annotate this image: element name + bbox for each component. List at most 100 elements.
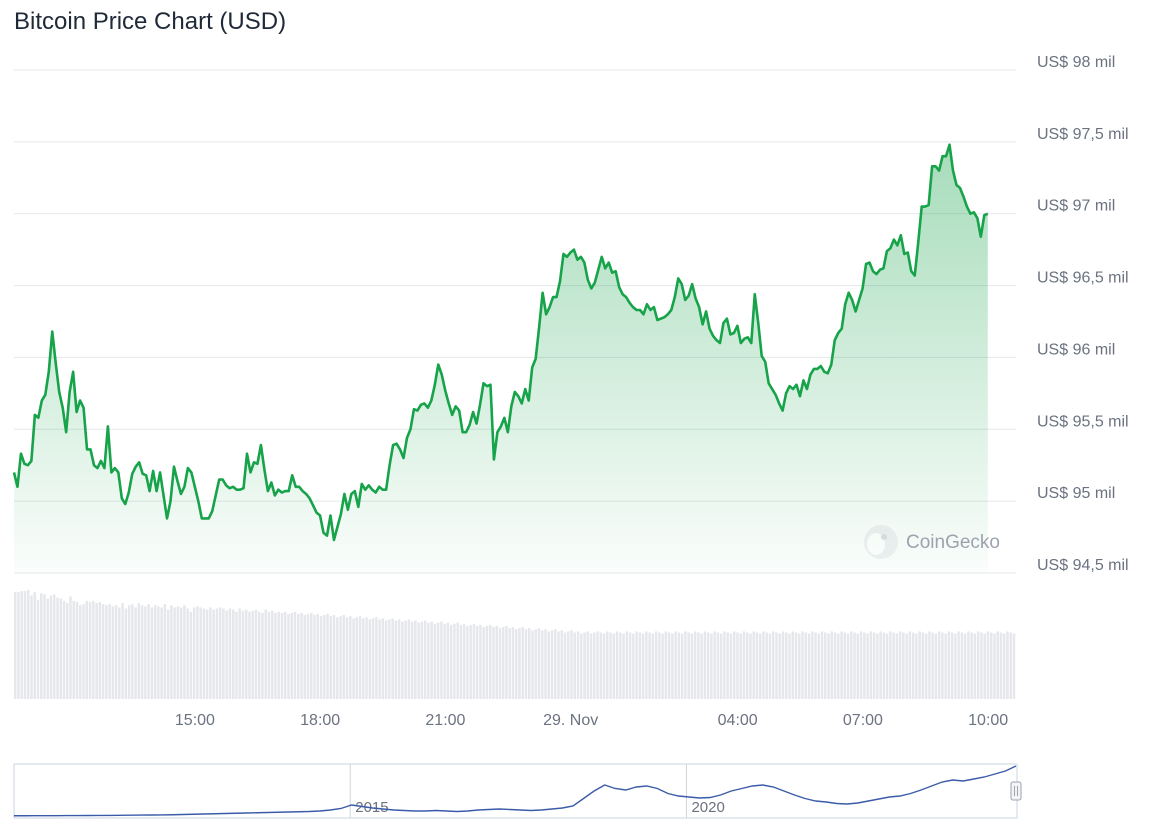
volume-bar — [222, 608, 225, 699]
volume-bar — [85, 600, 89, 699]
navigator-tick-label: 2020 — [691, 799, 724, 816]
navigator-handle[interactable] — [1010, 781, 1022, 801]
volume-bar — [775, 632, 778, 699]
volume-bar — [690, 633, 694, 699]
volume-bar — [163, 604, 167, 699]
volume-bar — [960, 632, 964, 699]
volume-bar — [957, 631, 960, 699]
volume-bar — [475, 625, 479, 699]
volume-bar — [742, 631, 746, 699]
volume-bar — [505, 625, 508, 699]
volume-bar — [62, 600, 66, 699]
volume-bar — [17, 592, 20, 699]
volume-bar — [713, 631, 716, 699]
volume-bar — [137, 603, 141, 699]
volume-bar — [56, 597, 59, 699]
volume-bar — [183, 605, 186, 699]
volume-bar — [528, 628, 531, 699]
volume-bar — [941, 632, 944, 699]
volume-bar — [576, 631, 580, 699]
volume-bar — [739, 633, 742, 699]
x-tick-label: 10:00 — [968, 712, 1008, 729]
volume-bar — [443, 623, 446, 699]
volume-bar — [928, 631, 931, 699]
volume-bar — [729, 633, 733, 699]
volume-bar — [310, 612, 313, 699]
volume-bar — [469, 624, 472, 699]
volume-bar — [124, 608, 128, 699]
volume-bar — [606, 631, 609, 699]
volume-bar — [593, 632, 596, 699]
volume-bar — [332, 615, 336, 699]
volume-bar — [166, 609, 170, 699]
volume-bar — [345, 617, 349, 699]
volume-bar — [547, 631, 550, 699]
volume-bar — [850, 631, 853, 699]
y-tick-label: US$ 96,5 mil — [1037, 270, 1129, 287]
volume-bar — [290, 612, 293, 699]
volume-bar — [378, 619, 381, 699]
volume-bar — [459, 624, 463, 699]
volume-bar — [352, 618, 355, 699]
volume-bar — [423, 620, 427, 699]
volume-bar — [118, 607, 121, 699]
volume-bar — [638, 632, 642, 699]
y-tick-label: US$ 94,5 mil — [1037, 557, 1129, 574]
volume-bar — [95, 603, 98, 699]
volume-bar — [215, 608, 219, 699]
volume-bar — [791, 631, 794, 699]
volume-bar — [531, 630, 534, 699]
volume-bar — [534, 629, 537, 699]
volume-bar — [563, 632, 567, 699]
x-axis-ticks: 15:00 18:00 21:00 29. Nov 04:00 07:00 10:00 — [175, 712, 1008, 729]
volume-bar — [915, 633, 918, 699]
volume-bar — [937, 631, 941, 699]
volume-bar — [14, 592, 17, 699]
volume-bar — [69, 596, 72, 699]
volume-bar — [485, 625, 489, 699]
y-tick-label: US$ 98 mil — [1037, 54, 1115, 71]
volume-bar — [827, 633, 830, 699]
volume-bar — [121, 603, 124, 699]
volume-bar — [381, 618, 385, 699]
volume-bar — [550, 630, 554, 699]
volume-bar — [788, 633, 791, 699]
volume-bar — [196, 606, 199, 699]
x-tick-label: 15:00 — [175, 712, 215, 729]
volume-bar — [287, 613, 290, 699]
volume-bar — [66, 603, 69, 699]
volume-bar — [895, 633, 899, 699]
volume-bar — [830, 631, 834, 699]
volume-bar — [501, 627, 505, 699]
volume-bar — [157, 606, 160, 699]
volume-bar — [479, 624, 482, 699]
volume-bar — [462, 623, 466, 699]
volume-bar — [892, 632, 895, 699]
volume-bar — [27, 590, 30, 699]
volume-bar — [105, 605, 108, 699]
navigator[interactable]: 2015 2020 — [13, 763, 1022, 819]
volume-bar — [326, 613, 329, 699]
volume-bar — [397, 619, 401, 699]
volume-bar — [264, 609, 267, 699]
volume-bar — [983, 633, 986, 699]
volume-bar — [303, 615, 306, 699]
volume-bar — [567, 631, 570, 699]
volume-bar — [602, 633, 606, 699]
navigator-series-line — [14, 765, 1017, 817]
navigator-frame[interactable] — [13, 763, 1018, 819]
volume-bar — [492, 627, 495, 699]
volume-bar — [700, 633, 703, 699]
volume-bar — [726, 632, 729, 699]
volume-bar — [202, 608, 206, 699]
volume-bar — [212, 609, 215, 699]
volume-bar — [863, 632, 866, 699]
volume-bar — [349, 616, 352, 699]
volume-bar — [541, 630, 544, 699]
volume-bar — [515, 629, 518, 699]
volume-bar — [833, 632, 837, 699]
volume-bar — [632, 633, 635, 699]
volume-bar — [635, 631, 638, 699]
volume-bar — [918, 631, 921, 699]
volume-bar — [244, 609, 248, 699]
